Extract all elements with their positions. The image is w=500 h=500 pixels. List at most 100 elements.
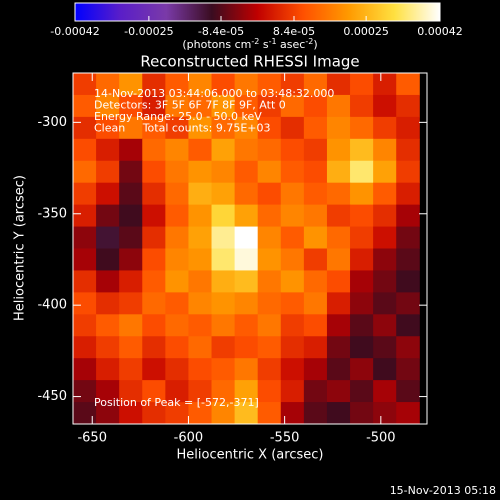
- heatmap-cell: [303, 182, 328, 206]
- heatmap-cell: [73, 292, 97, 315]
- heatmap-cell: [142, 138, 166, 162]
- heatmap-cell: [165, 138, 189, 162]
- heatmap-cell: [373, 380, 397, 403]
- heatmap-cell: [280, 358, 305, 381]
- heatmap-cell: [73, 73, 97, 96]
- heatmap-cell: [373, 138, 397, 162]
- y-tick-label: -350: [37, 206, 67, 221]
- y-axis-label: Heliocentric Y (arcsec): [13, 175, 28, 321]
- heatmap-cell: [257, 336, 282, 359]
- heatmap-cell: [119, 270, 143, 293]
- heatmap-cell: [234, 160, 259, 184]
- heatmap-cell: [234, 138, 259, 162]
- heatmap-cell: [396, 358, 420, 381]
- heatmap-cell: [188, 116, 213, 140]
- heatmap-cell: [119, 314, 143, 337]
- heatmap-cell: [373, 336, 397, 359]
- heatmap-cell: [142, 314, 166, 337]
- heatmap-cell: [234, 358, 259, 381]
- heatmap-cell: [188, 226, 213, 249]
- heatmap-cell: [188, 380, 213, 403]
- heatmap-cell: [303, 380, 328, 403]
- heatmap-cell: [165, 380, 189, 403]
- heatmap-cell: [211, 402, 236, 424]
- heatmap-cell: [188, 292, 213, 315]
- heatmap-cell: [119, 204, 143, 228]
- heatmap-cell: [96, 204, 120, 228]
- colorbar: [74, 2, 441, 22]
- heatmap-cell: [96, 336, 120, 359]
- heatmap-cell: [165, 94, 189, 118]
- heatmap-cell: [326, 226, 351, 249]
- heatmap-cell: [96, 358, 120, 381]
- heatmap-cell: [396, 314, 420, 337]
- heatmap-cell: [73, 248, 97, 271]
- heatmap-cell: [142, 182, 166, 206]
- heatmap-cell: [119, 358, 143, 381]
- heatmap-cell: [326, 292, 351, 315]
- footer: 15-Nov-2013 05:18: [390, 484, 496, 497]
- heatmap-cell: [211, 73, 236, 96]
- heatmap-cell: [73, 336, 97, 359]
- heatmap-cell: [257, 182, 282, 206]
- colorbar-tick-label: 8.4e-05: [273, 25, 315, 38]
- heatmap-cell: [326, 73, 351, 96]
- colorbar-tick-label: -0.00025: [124, 25, 173, 38]
- heatmap-cell: [234, 73, 259, 96]
- heatmap-cell: [188, 94, 213, 118]
- heatmap-cell: [211, 226, 236, 249]
- heatmap-cell: [280, 314, 305, 337]
- heatmap-cell: [142, 226, 166, 249]
- annotation: Energy Range: 25.0 - 50.0 keV: [94, 110, 262, 123]
- heatmap-cell: [257, 380, 282, 403]
- heatmap-cell: [165, 270, 189, 293]
- heatmap-cell: [257, 314, 282, 337]
- heatmap-cell: [73, 314, 97, 337]
- heatmap-cell: [142, 160, 166, 184]
- chart-title: Reconstructed RHESSI Image: [140, 53, 359, 71]
- heatmap-cell: [280, 380, 305, 403]
- annotation: Detectors: 3F 5F 6F 7F 8F 9F, Att 0: [94, 99, 286, 112]
- heatmap-cell: [373, 182, 397, 206]
- heatmap-cell: [119, 336, 143, 359]
- heatmap-cell: [165, 402, 189, 424]
- heatmap-cell: [119, 116, 143, 140]
- heatmap-cell: [350, 380, 374, 403]
- heatmap-cell: [396, 160, 420, 184]
- heatmap-cell: [96, 160, 120, 184]
- y-tick-label: -400: [37, 298, 67, 313]
- y-tick-label: -300: [37, 115, 67, 130]
- heatmap-cell: [350, 336, 374, 359]
- unit-part: asec: [277, 38, 306, 51]
- heatmap-cell: [73, 160, 97, 184]
- heatmap-cell: [280, 182, 305, 206]
- heatmap-cell: [211, 160, 236, 184]
- heatmap-cell: [303, 248, 328, 271]
- heatmap-cell: [326, 182, 351, 206]
- heatmap: [73, 73, 420, 424]
- heatmap-cell: [211, 380, 236, 403]
- heatmap-cell: [373, 402, 397, 424]
- heatmap-cell: [142, 204, 166, 228]
- heatmap-cell: [211, 358, 236, 381]
- heatmap-cell: [96, 270, 120, 293]
- heatmap-cell: [303, 270, 328, 293]
- heatmap-cell: [396, 116, 420, 140]
- heatmap-cell: [350, 270, 374, 293]
- heatmap-cell: [350, 314, 374, 337]
- heatmap-cell: [257, 204, 282, 228]
- heatmap-cell: [211, 270, 236, 293]
- heatmap-cell: [96, 226, 120, 249]
- heatmap-cell: [188, 314, 213, 337]
- heatmap-cell: [350, 248, 374, 271]
- heatmap-cell: [280, 270, 305, 293]
- heatmap-cell: [303, 358, 328, 381]
- heatmap-cell: [303, 314, 328, 337]
- heatmap-cell: [373, 73, 397, 96]
- heatmap-cell: [326, 160, 351, 184]
- heatmap-cell: [234, 204, 259, 228]
- heatmap-cell: [373, 160, 397, 184]
- heatmap-cell: [257, 248, 282, 271]
- heatmap-cell: [188, 248, 213, 271]
- heatmap-cell: [326, 358, 351, 381]
